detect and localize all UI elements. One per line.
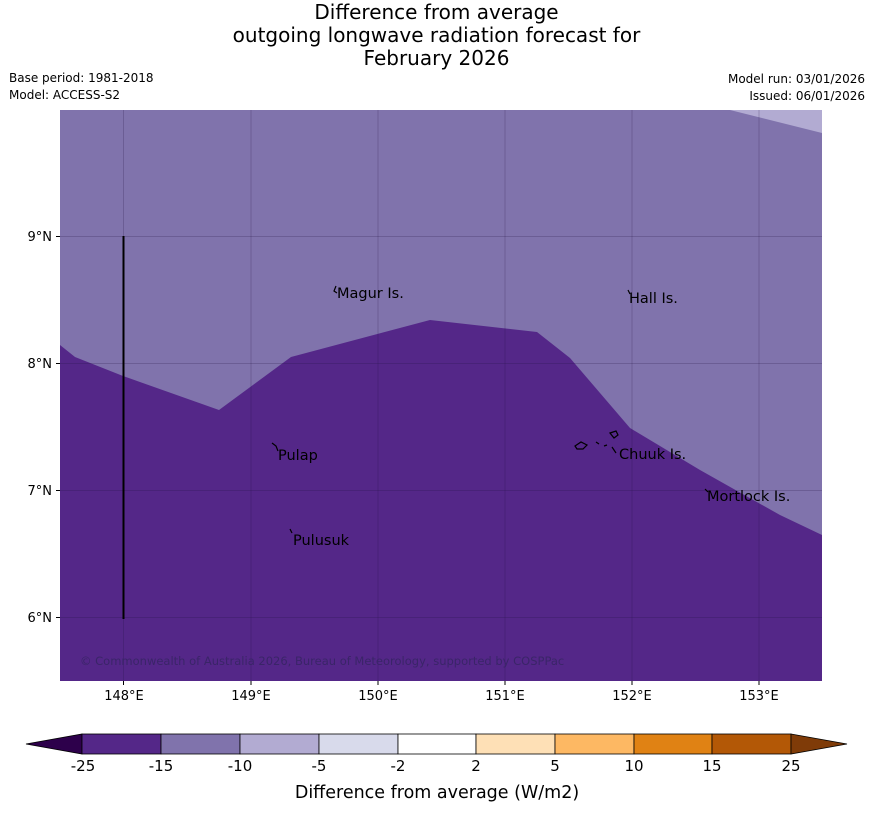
colorbar-segment	[711, 733, 792, 755]
label-pulap: Pulap	[278, 448, 318, 464]
colorbar-label: Difference from average (W/m2)	[295, 783, 579, 803]
chart-title: Difference from average outgoing longwav…	[0, 1, 873, 70]
colorbar-segment	[81, 733, 162, 755]
cb-tick: 5	[550, 757, 560, 775]
base-period: Base period: 1981-2018	[9, 71, 154, 85]
model-run: Model run: 03/01/2026	[727, 72, 865, 86]
lat-tick-8: 8°N	[28, 357, 53, 372]
map-area: Magur Is. Hall Is. Pulap Chuuk Is. Mortl…	[60, 110, 822, 681]
lat-tick-7: 7°N	[28, 484, 53, 499]
meta-right: Model run: 03/01/2026 Issued: 06/01/2026	[728, 71, 865, 105]
lon-tick-153: 153°E	[739, 689, 779, 704]
colorbar-segment	[239, 733, 320, 755]
title-line-2: outgoing longwave radiation forecast for	[232, 23, 641, 47]
issued-date: Issued: 06/01/2026	[749, 89, 865, 103]
colorbar-ticks: -25 -15 -10 -5 -2 2 5 10 15 25	[71, 757, 801, 775]
colorbar-extend-high	[790, 733, 848, 755]
colorbar-segment	[475, 733, 556, 755]
place-labels: Magur Is. Hall Is. Pulap Chuuk Is. Mortl…	[278, 286, 790, 549]
island-chuuk-lagoon	[574, 430, 619, 454]
lat-tick-9: 9°N	[28, 230, 53, 245]
zone-light	[730, 110, 822, 133]
lon-tick-152: 152°E	[612, 689, 652, 704]
title-line-3: February 2026	[363, 46, 510, 70]
zone-strong	[60, 320, 822, 681]
cb-tick: 15	[702, 757, 721, 775]
island-magur	[333, 285, 338, 294]
cb-tick: -15	[149, 757, 174, 775]
island-hall	[627, 289, 631, 295]
title-line-1: Difference from average	[314, 0, 559, 24]
cb-tick: -25	[71, 757, 96, 775]
lon-axis: 148°E 149°E 150°E 151°E 152°E 153°E	[104, 681, 779, 704]
cb-tick: -2	[391, 757, 406, 775]
label-pulusuk: Pulusuk	[293, 533, 350, 549]
label-magur: Magur Is.	[337, 286, 404, 302]
island-shapes	[271, 285, 709, 534]
lon-tick-150: 150°E	[358, 689, 398, 704]
island-pulap	[271, 442, 279, 452]
lat-tick-6: 6°N	[28, 611, 53, 626]
label-hall: Hall Is.	[629, 291, 678, 307]
colorbar-segment	[554, 733, 635, 755]
lon-tick-148: 148°E	[104, 689, 144, 704]
colorbar-segment	[633, 733, 713, 755]
cb-tick: 2	[471, 757, 481, 775]
lon-tick-151: 151°E	[485, 689, 525, 704]
cb-tick: 10	[624, 757, 643, 775]
cb-tick: -10	[228, 757, 253, 775]
label-mortlock: Mortlock Is.	[707, 489, 790, 505]
cb-tick: 25	[781, 757, 800, 775]
label-chuuk: Chuuk Is.	[619, 447, 686, 463]
colorbar-extend-low	[25, 733, 83, 755]
colorbar-segment	[397, 733, 477, 755]
cb-tick: -5	[312, 757, 327, 775]
island-pulusuk	[289, 528, 293, 534]
colorbar-segment	[160, 733, 241, 755]
model-name: Model: ACCESS-S2	[9, 88, 121, 102]
colorbar-segment	[318, 733, 399, 755]
lat-axis: 9°N 8°N 7°N 6°N	[28, 230, 60, 626]
island-mortlock	[704, 488, 709, 493]
lon-tick-149: 149°E	[231, 689, 271, 704]
copyright-text: © Commonwealth of Australia 2026, Bureau…	[80, 654, 564, 668]
meta-left: Base period: 1981-2018 Model: ACCESS-S2	[9, 70, 154, 104]
colorbar: -25 -15 -10 -5 -2 2 5 10 15 25 Differenc…	[25, 733, 848, 803]
